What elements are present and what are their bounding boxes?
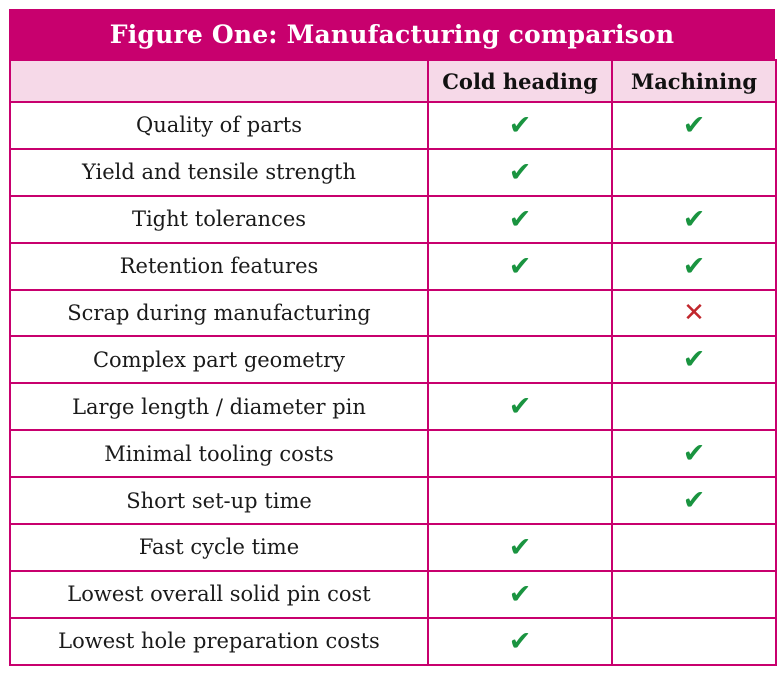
- table-row: Retention features ✔ ✔: [9, 241, 777, 291]
- machining-cell: [611, 147, 777, 197]
- cold-heading-cell: ✔: [427, 101, 613, 150]
- comparison-table: Cold heading Machining Quality of parts ✔…: [9, 59, 777, 666]
- feature-cell: Short set-up time: [9, 476, 429, 526]
- check-icon: ✔: [508, 250, 532, 282]
- feature-cell: Lowest overall solid pin cost: [9, 569, 429, 619]
- table-row: Quality of parts ✔ ✔: [9, 101, 777, 150]
- header-cold-heading: Cold heading: [427, 59, 613, 103]
- cold-heading-cell: [427, 288, 613, 338]
- cold-heading-cell: [427, 335, 613, 385]
- feature-cell: Tight tolerances: [9, 194, 429, 244]
- table-row: Tight tolerances ✔ ✔: [9, 194, 777, 244]
- machining-cell: ✔: [611, 476, 777, 526]
- machining-cell: ✕: [611, 288, 777, 338]
- machining-cell: ✔: [611, 241, 777, 291]
- table-row: Complex part geometry ✔: [9, 335, 777, 385]
- machining-cell: ✔: [611, 101, 777, 150]
- feature-cell: Minimal tooling costs: [9, 429, 429, 479]
- machining-cell: ✔: [611, 335, 777, 385]
- check-icon: ✔: [508, 203, 532, 235]
- cross-icon: ✕: [683, 298, 705, 328]
- check-icon: ✔: [508, 156, 532, 188]
- check-icon: ✔: [682, 203, 706, 235]
- table-row: Minimal tooling costs ✔: [9, 429, 777, 479]
- check-icon: ✔: [508, 109, 532, 141]
- check-icon: ✔: [508, 391, 532, 423]
- check-icon: ✔: [682, 485, 706, 517]
- machining-cell: [611, 616, 777, 666]
- cold-heading-cell: ✔: [427, 147, 613, 197]
- cold-heading-cell: [427, 429, 613, 479]
- check-icon: ✔: [508, 578, 532, 610]
- table-row: Yield and tensile strength ✔: [9, 147, 777, 197]
- feature-cell: Fast cycle time: [9, 523, 429, 572]
- table-row: Lowest hole preparation costs ✔: [9, 616, 777, 666]
- table-row: Large length / diameter pin ✔: [9, 382, 777, 432]
- table-row: Fast cycle time ✔: [9, 523, 777, 572]
- comparison-figure: Figure One: Manufacturing comparison Col…: [9, 9, 777, 666]
- check-icon: ✔: [682, 109, 706, 141]
- cold-heading-cell: ✔: [427, 382, 613, 432]
- feature-cell: Quality of parts: [9, 101, 429, 150]
- cold-heading-cell: ✔: [427, 569, 613, 619]
- machining-cell: [611, 569, 777, 619]
- feature-cell: Complex part geometry: [9, 335, 429, 385]
- feature-cell: Lowest hole preparation costs: [9, 616, 429, 666]
- table-row: Scrap during manufacturing ✕: [9, 288, 777, 338]
- feature-cell: Retention features: [9, 241, 429, 291]
- feature-cell: Large length / diameter pin: [9, 382, 429, 432]
- header-row: Cold heading Machining: [9, 59, 777, 103]
- machining-cell: ✔: [611, 429, 777, 479]
- cold-heading-cell: [427, 476, 613, 526]
- table-row: Short set-up time ✔: [9, 476, 777, 526]
- cold-heading-cell: ✔: [427, 241, 613, 291]
- check-icon: ✔: [682, 438, 706, 470]
- table-row: Lowest overall solid pin cost ✔: [9, 569, 777, 619]
- check-icon: ✔: [682, 344, 706, 376]
- feature-cell: Scrap during manufacturing: [9, 288, 429, 338]
- table-body: Quality of parts ✔ ✔ Yield and tensile stre…: [9, 101, 777, 666]
- check-icon: ✔: [508, 531, 532, 563]
- cold-heading-cell: ✔: [427, 616, 613, 666]
- feature-cell: Yield and tensile strength: [9, 147, 429, 197]
- cold-heading-cell: ✔: [427, 523, 613, 572]
- figure-title: Figure One: Manufacturing comparison: [9, 9, 775, 59]
- machining-cell: ✔: [611, 194, 777, 244]
- header-feature: [9, 59, 429, 103]
- machining-cell: [611, 382, 777, 432]
- header-machining: Machining: [611, 59, 777, 103]
- cold-heading-cell: ✔: [427, 194, 613, 244]
- check-icon: ✔: [682, 250, 706, 282]
- check-icon: ✔: [508, 625, 532, 657]
- machining-cell: [611, 523, 777, 572]
